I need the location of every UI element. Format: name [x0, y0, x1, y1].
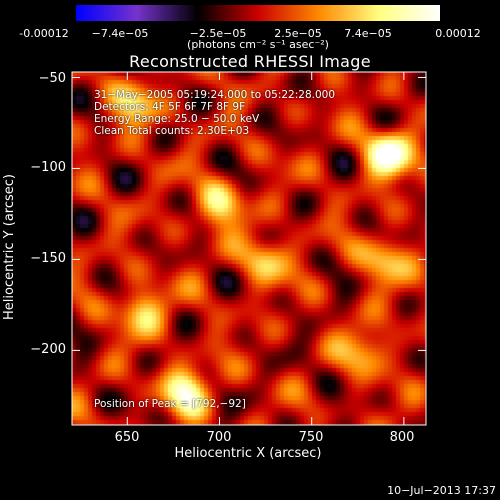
detectors-label: Detectors: 4F 5F 6F 7F 8F 9F — [94, 101, 246, 113]
x-tick-label: 800 — [389, 430, 415, 445]
clean-counts-label: Clean Total counts: 2.30E+03 — [94, 125, 250, 137]
colorbar-tick-label: 2.5e−05 — [274, 27, 322, 40]
colorbar — [76, 5, 440, 21]
colorbar-tick-label: 7.4e−05 — [344, 27, 392, 40]
energy-range-label: Energy Range: 25.0 − 50.0 keV — [94, 113, 260, 125]
time-range-label: 31−May−2005 05:19:24.000 to 05:22:28.000 — [94, 89, 336, 101]
heatmap-image — [72, 72, 426, 425]
colorbar-tick-label: −2.5e−05 — [189, 27, 247, 40]
colorbar-tick-label: 0.00012 — [435, 27, 481, 40]
y-axis-label: Heliocentric Y (arcsec) — [2, 174, 17, 320]
timestamp: 10−Jul−2013 17:37 — [387, 484, 496, 497]
x-tick-label: 750 — [298, 430, 324, 445]
y-tick-label: −50 — [38, 71, 66, 86]
plot-frame — [71, 71, 427, 426]
x-tick-label: 700 — [206, 430, 232, 445]
colorbar-tick-label: −7.4e−05 — [91, 27, 149, 40]
colorbar-unit-label: (photons cm⁻² s⁻¹ asec⁻²) — [187, 38, 329, 51]
peak-position-label: Position of Peak = [792,−92] — [94, 398, 246, 410]
x-axis-label: Heliocentric X (arcsec) — [174, 446, 322, 461]
y-tick-label: −150 — [30, 251, 66, 266]
colorbar-tick-label: -0.00012 — [19, 27, 69, 40]
y-tick-label: −100 — [30, 160, 66, 175]
x-tick-label: 650 — [114, 430, 140, 445]
chart-title: Reconstructed RHESSI Image — [129, 52, 371, 71]
y-tick-label: −200 — [30, 342, 66, 357]
